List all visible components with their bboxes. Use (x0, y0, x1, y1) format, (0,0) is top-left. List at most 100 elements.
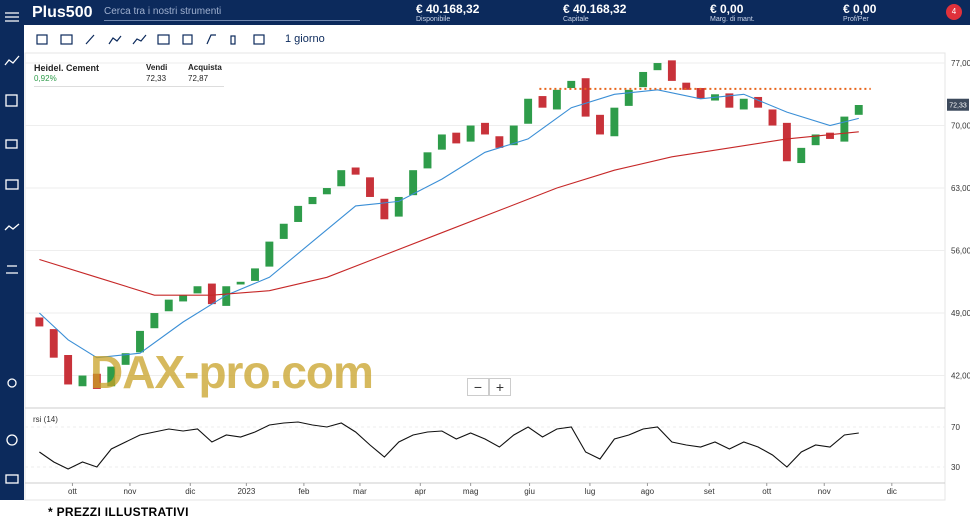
instrument-box: Heidel. Cement 0,92% Vendi 72,33 Acquist… (34, 60, 224, 87)
icon[interactable] (6, 265, 18, 274)
candle (725, 93, 734, 108)
balance: € 40.168,32 Disponibile (416, 2, 479, 23)
x-tick-label: nov (818, 487, 831, 496)
candle (409, 170, 418, 196)
candle (207, 283, 216, 305)
buy-price[interactable]: 72,87 (188, 74, 209, 83)
buy-label: Acquista (188, 63, 222, 72)
chart-frame (24, 52, 946, 501)
sell-price[interactable]: 72,33 (146, 74, 167, 83)
balance: € 40.168,32 Capitale (563, 2, 626, 23)
candle (394, 196, 403, 217)
candle (509, 125, 518, 146)
icon[interactable] (5, 474, 19, 484)
candle (92, 373, 101, 389)
x-tick-label: dic (887, 487, 897, 496)
candle (437, 134, 446, 150)
x-tick-label: mag (463, 487, 479, 496)
candle (653, 63, 662, 71)
tool-icon[interactable] (253, 34, 265, 45)
tool-icon[interactable] (60, 34, 73, 45)
candle (581, 78, 590, 117)
candle (826, 132, 834, 139)
icon[interactable] (6, 434, 18, 446)
zoom-in[interactable]: + (489, 378, 511, 396)
candle (351, 167, 360, 175)
top-bar: Plus500 Cerca tra i nostri strumenti € 4… (0, 0, 970, 25)
tool-icon[interactable] (230, 35, 236, 45)
candle (423, 152, 432, 169)
candle (466, 125, 475, 142)
candle (265, 241, 274, 267)
balance-value: € 0,00 (843, 2, 877, 16)
candle (380, 198, 389, 220)
balance-label: Disponibile (416, 16, 451, 23)
sell-label: Vendi (146, 63, 168, 72)
candle (538, 96, 547, 108)
candle (739, 98, 748, 110)
menu-icon[interactable] (5, 12, 19, 22)
candle (164, 299, 173, 312)
tool-icon[interactable] (182, 34, 193, 45)
price-tag-label: 72,33 (949, 103, 967, 110)
candle (696, 88, 705, 99)
x-tick-label: ott (68, 487, 78, 496)
tool-icon[interactable] (206, 34, 216, 45)
x-tick-label: ago (641, 487, 655, 496)
candle (337, 170, 346, 187)
icon[interactable] (5, 94, 18, 107)
y-tick-label: 70,00 (951, 122, 970, 131)
notification-badge[interactable]: 4 (946, 4, 962, 20)
chart-icon[interactable] (4, 55, 20, 66)
icon[interactable] (5, 139, 18, 149)
pane-title: rsi (14) (33, 415, 58, 424)
instrument-name: Heidel. Cement (34, 63, 100, 73)
y-tick-label: 42,00 (951, 372, 970, 381)
timeframe-select[interactable]: 1 giorno (285, 33, 325, 45)
zoom-out[interactable]: − (467, 378, 489, 396)
candle (64, 355, 73, 385)
candle (78, 375, 87, 387)
icon[interactable] (7, 378, 17, 388)
candle (524, 98, 533, 124)
tool-icon[interactable] (132, 34, 147, 45)
candle (567, 80, 576, 89)
candle (754, 96, 763, 108)
candle (322, 188, 331, 195)
candle (236, 281, 245, 285)
candle (49, 329, 58, 358)
candle (667, 60, 676, 81)
line-series (39, 421, 859, 470)
tool-icon[interactable] (85, 34, 95, 45)
x-tick-label: apr (415, 487, 427, 496)
candle (854, 105, 863, 115)
balance-label: Marg. di mant. (710, 16, 755, 23)
search-box[interactable]: Cerca tra i nostri strumenti (104, 3, 360, 21)
line-series (39, 89, 859, 359)
x-tick-label: dic (185, 487, 195, 496)
sidebar (0, 25, 24, 500)
sidebar-icons (4, 12, 20, 484)
x-tick-label: set (704, 487, 715, 496)
tool-icon[interactable] (108, 35, 122, 45)
candle (107, 366, 116, 387)
candle (682, 82, 691, 90)
candle (481, 122, 489, 135)
y-tick-label: 30 (951, 463, 960, 472)
candle (797, 147, 806, 164)
icon[interactable] (5, 179, 19, 190)
candle (624, 89, 633, 106)
toolbar-icons (36, 34, 265, 45)
change: 0,92% (34, 74, 57, 83)
candle (179, 295, 188, 302)
logo[interactable]: Plus500 (32, 4, 93, 21)
candle (193, 286, 202, 294)
candle (495, 136, 504, 148)
balance: € 0,00 Marg. di mant. (710, 2, 755, 23)
candle (150, 313, 159, 329)
icon[interactable] (4, 223, 20, 231)
y-tick-label: 77,00 (951, 59, 970, 68)
tool-icon[interactable] (157, 34, 170, 45)
tool-icon[interactable] (36, 34, 48, 45)
